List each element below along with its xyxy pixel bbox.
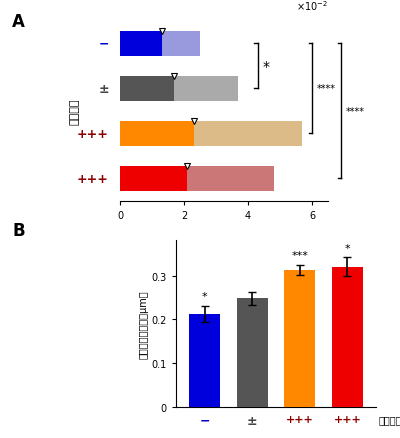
Bar [189,314,220,407]
Text: A: A [12,13,25,31]
Text: 神経興奮: 神経興奮 [69,99,79,125]
Text: +++: +++ [334,414,361,424]
Text: B: B [12,221,25,239]
Bar [284,270,315,407]
Text: −: − [98,38,109,51]
Bar [194,122,302,146]
Bar [120,77,174,102]
Bar [187,167,274,191]
Bar [237,299,268,407]
Text: +++: +++ [286,414,314,424]
Text: ****: **** [317,84,336,94]
Text: −: − [199,414,210,427]
Bar [120,122,194,146]
Text: ***: *** [291,251,308,261]
Text: *: * [202,292,207,302]
Text: ±: ± [247,414,258,427]
Bar [120,32,162,57]
Bar [120,167,187,191]
Text: +++: +++ [77,173,109,186]
Text: *: * [345,243,350,253]
Text: 神経興奮: 神経興奮 [378,414,400,424]
Text: *: * [262,60,270,74]
Text: +++: +++ [77,127,109,141]
X-axis label: 拡散係数 (μm²/s): 拡散係数 (μm²/s) [193,240,255,250]
Text: ±: ± [98,83,109,96]
Text: ****: **** [346,107,365,117]
Bar [332,267,363,407]
Y-axis label: 倶方拡散の範囲（μm）: 倶方拡散の範囲（μm） [139,290,149,358]
Text: $\times10^{-2}$: $\times10^{-2}$ [296,0,328,13]
Bar [162,32,200,57]
Bar [174,77,238,102]
